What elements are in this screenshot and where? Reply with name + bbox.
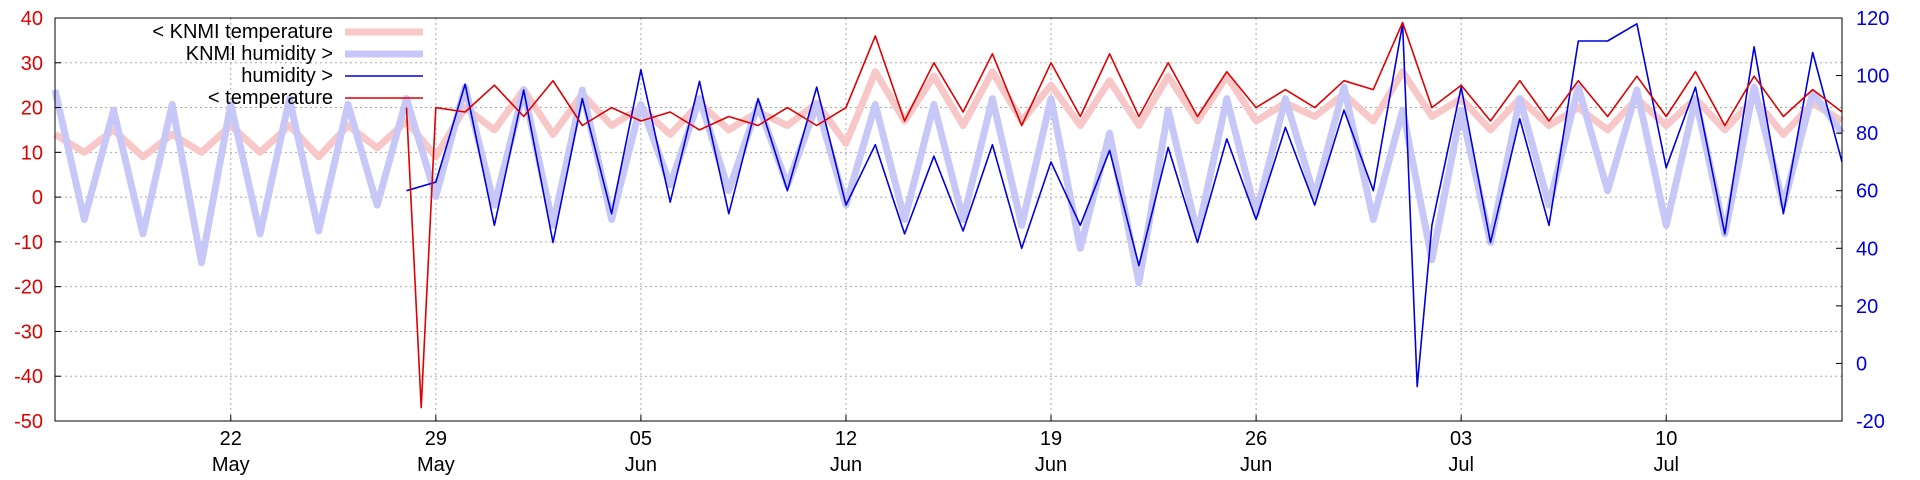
x-tick-month-label: May [212,454,250,476]
y-left-tick-label: -20 [14,277,43,299]
y-right-tick-label: 120 [1856,8,1889,30]
y-left-tick-label: 20 [21,98,43,120]
legend-label: KNMI humidity > [186,43,333,65]
y-right-tick-label: 60 [1856,181,1878,203]
y-left-tick-label: -10 [14,232,43,254]
x-tick-day-label: 03 [1450,428,1472,450]
x-tick-day-label: 22 [220,428,242,450]
x-tick-month-label: Jul [1448,454,1474,476]
x-tick-month-label: Jul [1653,454,1679,476]
y-left-tick-label: 10 [21,142,43,164]
legend-label: < temperature [208,87,333,109]
x-tick-day-label: 12 [835,428,857,450]
y-left-tick-label: 0 [32,187,43,209]
axes: -50 -40 -30 -20 -10 0 10 20 30 40 -20 0 20 40 60 80 100 1… [14,8,1889,476]
x-tick-month-label: May [417,454,455,476]
x-tick-month-label: Jun [1035,454,1067,476]
y-right-tick-label: 80 [1856,123,1878,145]
x-tick-day-label: 10 [1655,428,1677,450]
y-right-tick-label: 100 [1856,66,1889,88]
legend-label: humidity > [241,65,333,87]
x-tick-month-label: Jun [1240,454,1272,476]
y-left-tick-label: -40 [14,366,43,388]
y-left-tick-label: 40 [21,8,43,30]
y-left-tick-label: -50 [14,411,43,433]
y-right-tick-label: -20 [1856,411,1885,433]
x-tick-month-label: Jun [625,454,657,476]
x-tick-day-label: 26 [1245,428,1267,450]
y-right-tick-label: 40 [1856,238,1878,260]
series-line-3 [405,21,1843,409]
x-tick-day-label: 19 [1040,428,1062,450]
y-left-tick-label: 30 [21,53,43,75]
grid [55,18,1842,421]
plot-frame [54,17,1843,422]
series-line-2 [406,22,1843,388]
x-tick-day-label: 05 [630,428,652,450]
series-layer [51,21,1845,409]
x-tick-day-label: 29 [425,428,447,450]
x-tick-month-label: Jun [830,454,862,476]
y-right-tick-label: 0 [1856,353,1867,375]
legend-label: < KNMI temperature [152,21,333,43]
series-line-1 [51,83,1845,287]
y-left-tick-label: -30 [14,321,43,343]
y-right-tick-label: 20 [1856,296,1878,318]
